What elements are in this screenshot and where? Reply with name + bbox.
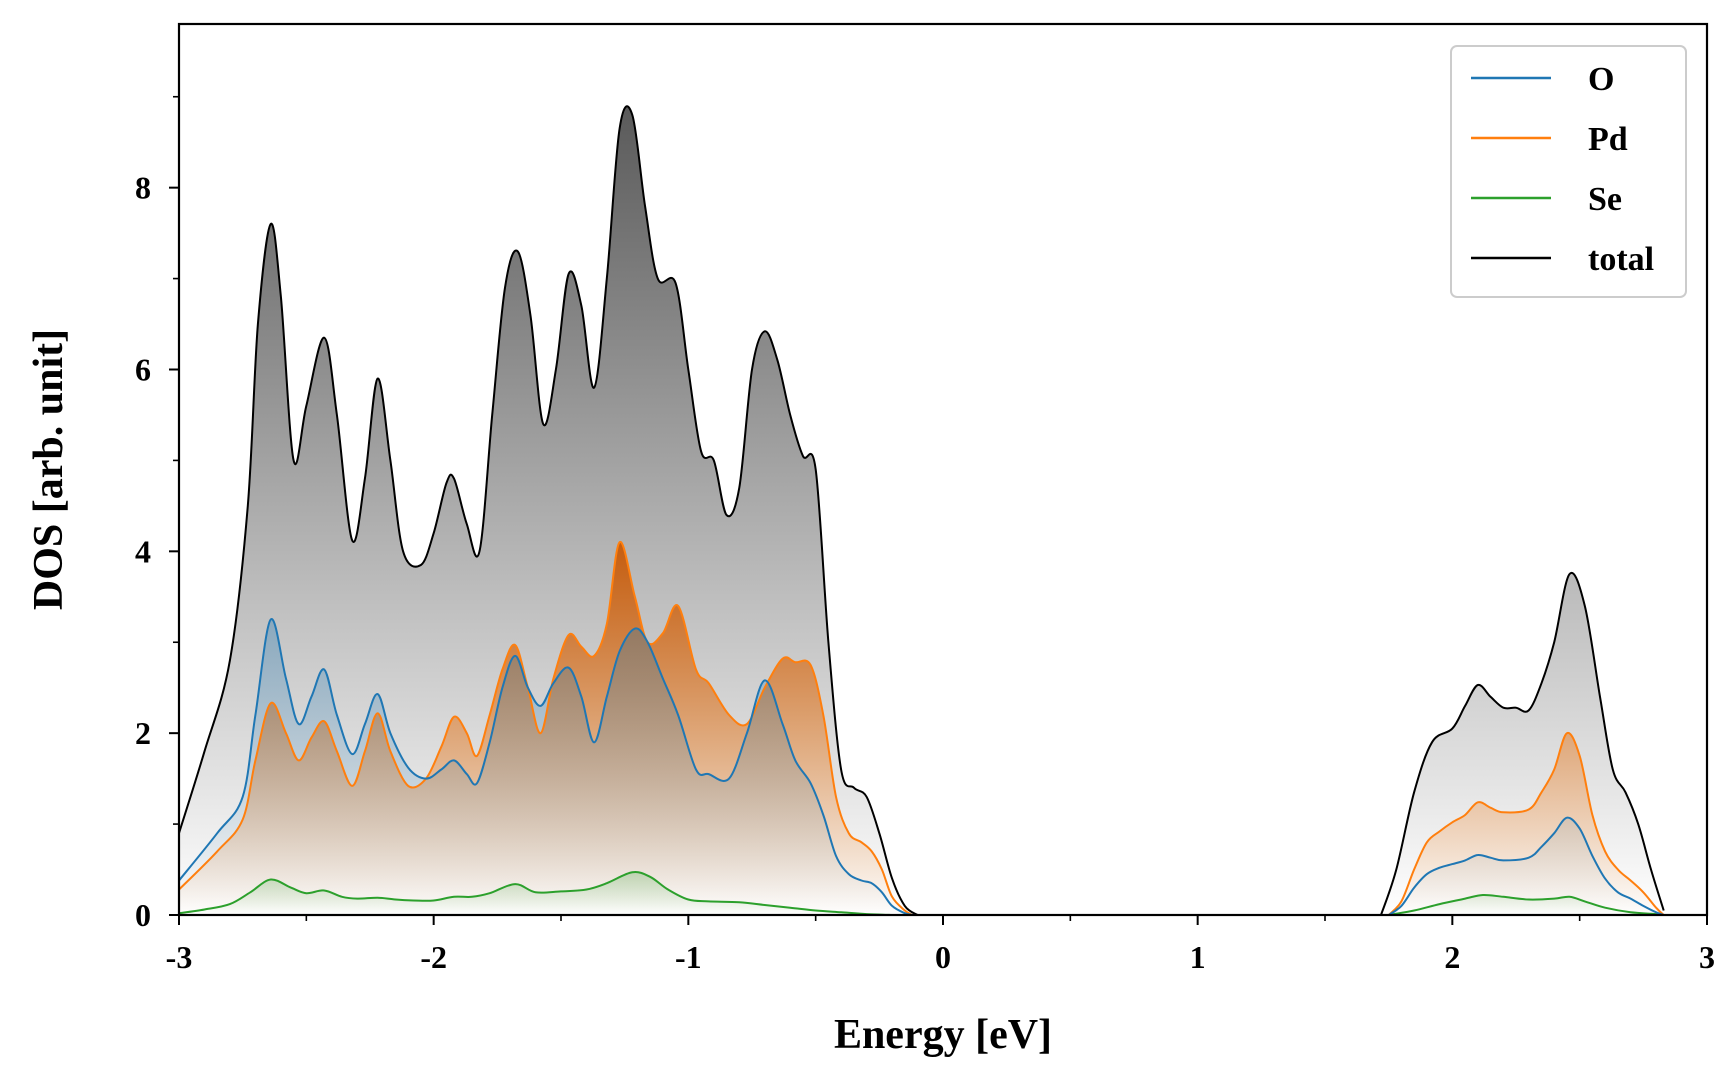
x-tick-label: -3 <box>166 939 193 975</box>
legend: O Pd Se total <box>1450 45 1687 298</box>
area-fill-o-0 <box>179 618 913 915</box>
x-tick-label: -1 <box>675 939 702 975</box>
area-fills <box>179 106 1664 916</box>
series-line-total-0 <box>178 105 919 916</box>
legend-label-pd: Pd <box>1588 121 1628 158</box>
legend-box <box>1450 45 1687 298</box>
series-line-o-1 <box>1388 816 1665 916</box>
y-tick-label: 4 <box>135 533 151 569</box>
series-line-total-1 <box>1380 571 1665 916</box>
legend-label-total: total <box>1588 241 1654 278</box>
x-axis-ticks: -3 -2 -1 0 1 2 3 <box>166 915 1715 975</box>
x-axis-label: Energy [eV] <box>834 1012 1052 1058</box>
x-tick-label: 3 <box>1699 939 1715 975</box>
y-tick-label: 2 <box>135 715 151 751</box>
legend-label-se: Se <box>1588 181 1622 218</box>
y-tick-label: 0 <box>135 897 151 933</box>
series-line-se-1 <box>1388 893 1664 916</box>
series-line-o-0 <box>178 618 913 916</box>
series-line-pd-1 <box>1387 731 1665 916</box>
y-axis-label: DOS [arb. unit] <box>26 329 72 610</box>
area-fill-se-0 <box>179 872 893 915</box>
legend-label-o: O <box>1588 61 1614 98</box>
area-fill-total-0 <box>179 106 918 916</box>
y-axis-ticks: 0 2 4 6 8 <box>135 95 179 933</box>
x-tick-label: 1 <box>1190 939 1206 975</box>
y-tick-label: 6 <box>135 351 151 387</box>
x-tick-label: 2 <box>1444 939 1460 975</box>
area-fill-o-1 <box>1388 817 1664 915</box>
x-tick-label: -2 <box>420 939 447 975</box>
y-tick-label: 8 <box>135 170 151 206</box>
area-fill-se-1 <box>1388 894 1664 915</box>
x-tick-label: 0 <box>935 939 951 975</box>
series-line-pd-0 <box>178 541 913 916</box>
series-line-se-0 <box>178 871 893 916</box>
